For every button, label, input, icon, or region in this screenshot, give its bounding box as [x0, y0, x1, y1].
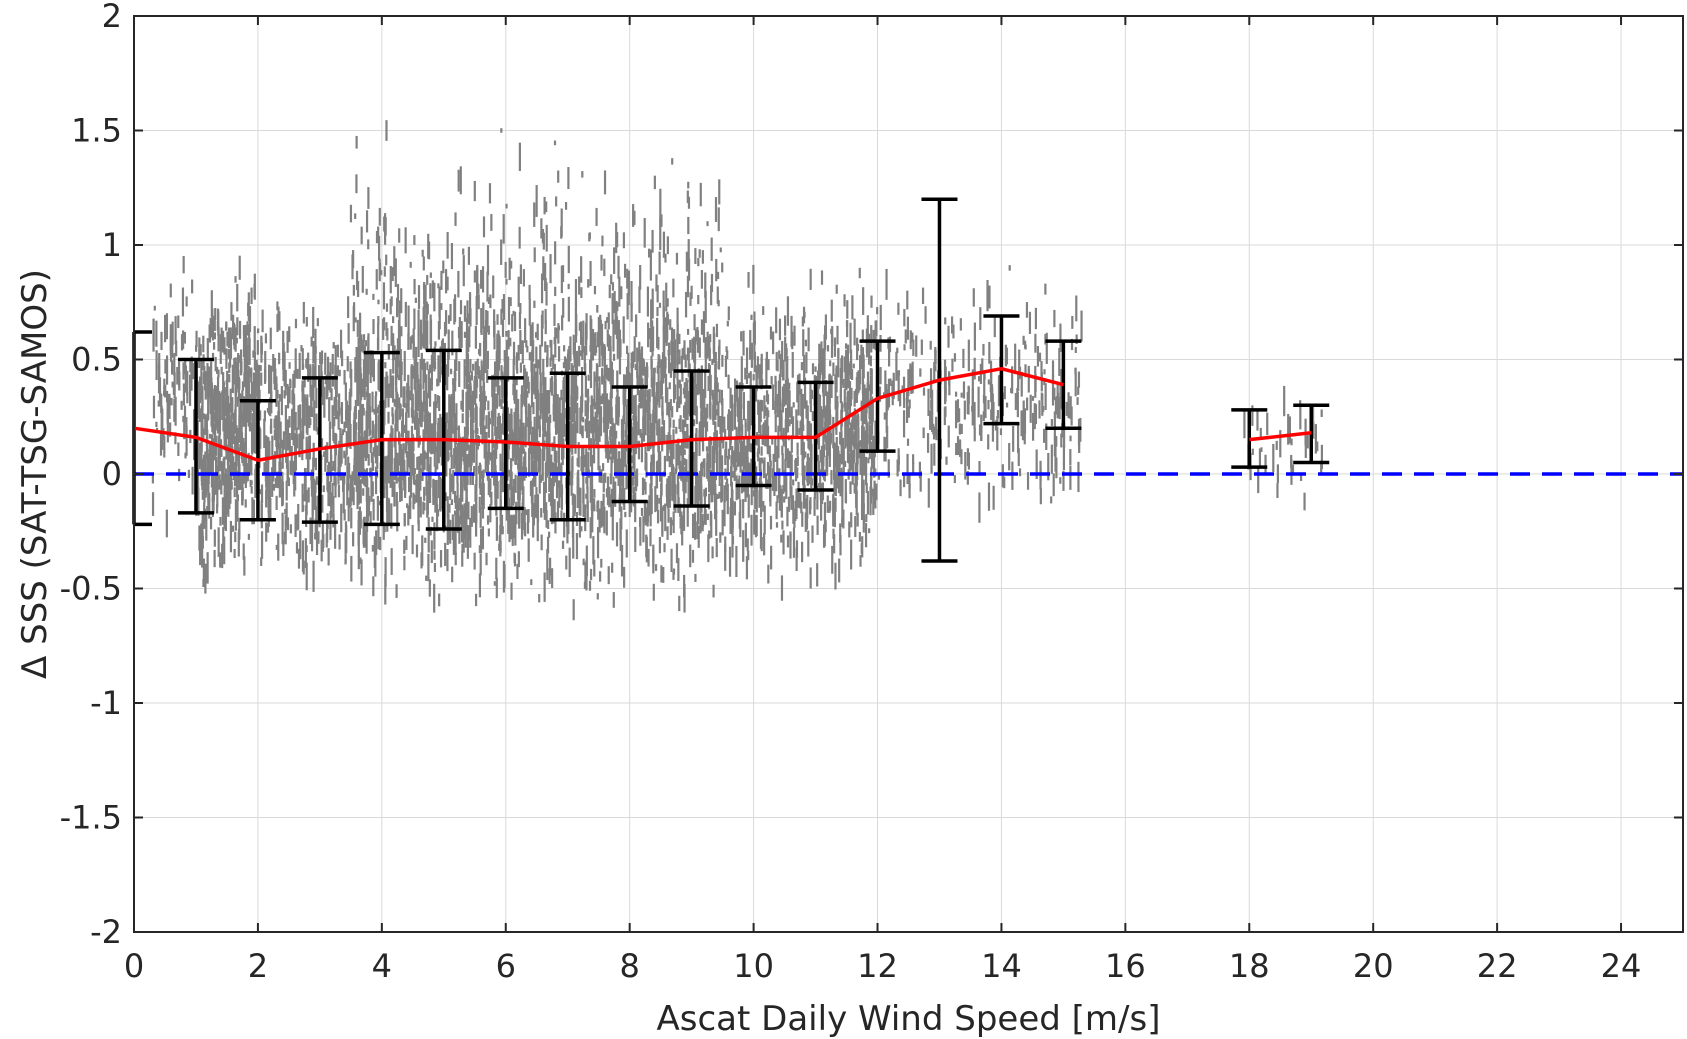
x-axis-label: Ascat Daily Wind Speed [m/s]	[657, 999, 1161, 1039]
y-tick-label: -1	[90, 684, 122, 722]
x-tick-label: 12	[857, 947, 898, 985]
y-tick-label: 1	[102, 226, 122, 264]
x-tick-label: 4	[372, 947, 392, 985]
y-tick-label: -0.5	[60, 570, 122, 608]
x-tick-label: 20	[1353, 947, 1394, 985]
x-tick-label: 22	[1477, 947, 1518, 985]
x-tick-label: 16	[1105, 947, 1146, 985]
y-tick-label: 0	[102, 455, 122, 493]
mean-series-line	[133, 366, 1064, 463]
scatter-points	[151, 120, 1324, 621]
y-axis-ticks: -2 -1.5 -1 -0.5 0 0.5 1 1.5 2	[60, 0, 1683, 951]
x-tick-label: 14	[981, 947, 1022, 985]
y-tick-label: 2	[102, 0, 122, 35]
y-tick-label: 0.5	[71, 341, 122, 379]
y-axis-label: Δ SSS (SAT-TSG-SAMOS)	[15, 269, 55, 679]
y-tick-label: -1.5	[60, 799, 122, 837]
mean-series-line	[1249, 431, 1312, 442]
x-tick-label: 24	[1601, 947, 1642, 985]
x-tick-label: 10	[733, 947, 774, 985]
y-tick-label: 1.5	[71, 112, 122, 150]
y-tick-label: -2	[90, 913, 122, 951]
mean-line	[133, 366, 1312, 463]
x-tick-label: 2	[248, 947, 268, 985]
x-axis-ticks: 0 2 4 6 8 10 12 14 16 18 20 22 24	[124, 16, 1642, 985]
x-tick-label: 18	[1229, 947, 1270, 985]
x-tick-label: 0	[124, 947, 144, 985]
x-tick-label: 6	[496, 947, 516, 985]
x-tick-label: 8	[620, 947, 640, 985]
